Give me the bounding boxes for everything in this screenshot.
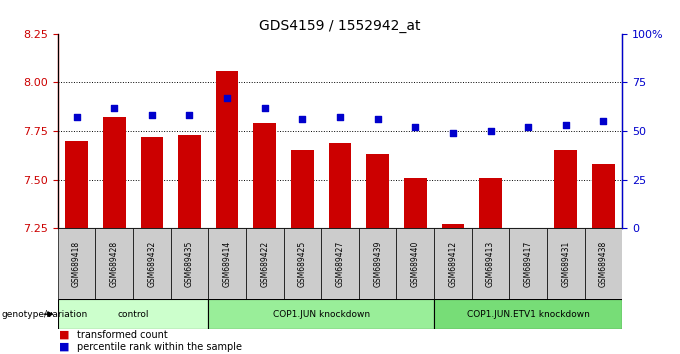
Bar: [216, 70, 239, 228]
Bar: [208, 299, 434, 329]
Bar: [441, 224, 464, 228]
Bar: [95, 228, 133, 299]
Text: GSM689431: GSM689431: [561, 241, 571, 287]
Point: [410, 124, 421, 130]
Text: ■: ■: [59, 342, 70, 352]
Text: GSM689414: GSM689414: [222, 241, 232, 287]
Text: GSM689440: GSM689440: [411, 240, 420, 287]
Bar: [404, 178, 426, 228]
Point: [523, 124, 534, 130]
Bar: [141, 137, 163, 228]
Bar: [359, 228, 396, 299]
Point: [335, 115, 345, 120]
Text: GSM689422: GSM689422: [260, 241, 269, 287]
Text: GSM689438: GSM689438: [599, 241, 608, 287]
Text: GSM689432: GSM689432: [148, 241, 156, 287]
Bar: [58, 228, 95, 299]
Text: GSM689439: GSM689439: [373, 240, 382, 287]
Bar: [284, 228, 321, 299]
Text: GSM689435: GSM689435: [185, 240, 194, 287]
Text: percentile rank within the sample: percentile rank within the sample: [77, 342, 242, 352]
Bar: [434, 299, 622, 329]
Bar: [472, 228, 509, 299]
Point: [297, 116, 308, 122]
Bar: [585, 228, 622, 299]
Text: GSM689427: GSM689427: [335, 241, 345, 287]
Point: [447, 130, 458, 136]
Point: [372, 116, 383, 122]
Bar: [171, 228, 208, 299]
Point: [146, 113, 157, 118]
Point: [71, 115, 82, 120]
Point: [560, 122, 571, 128]
Point: [184, 113, 195, 118]
Bar: [367, 154, 389, 228]
Text: GSM689418: GSM689418: [72, 241, 81, 287]
Bar: [103, 117, 126, 228]
Point: [259, 105, 270, 110]
Text: COP1.JUN.ETV1 knockdown: COP1.JUN.ETV1 knockdown: [466, 310, 590, 319]
Bar: [208, 228, 246, 299]
Bar: [321, 228, 359, 299]
Text: GSM689425: GSM689425: [298, 241, 307, 287]
Point: [109, 105, 120, 110]
Point: [485, 128, 496, 134]
Bar: [554, 150, 577, 228]
Bar: [592, 164, 615, 228]
Bar: [254, 123, 276, 228]
Bar: [509, 228, 547, 299]
Text: genotype/variation: genotype/variation: [1, 310, 88, 319]
Text: GSM689413: GSM689413: [486, 241, 495, 287]
Text: transformed count: transformed count: [77, 330, 167, 339]
Bar: [58, 299, 208, 329]
Text: COP1.JUN knockdown: COP1.JUN knockdown: [273, 310, 370, 319]
Bar: [434, 228, 472, 299]
Bar: [396, 228, 434, 299]
Bar: [479, 178, 502, 228]
Text: GSM689412: GSM689412: [448, 241, 458, 287]
Bar: [328, 143, 352, 228]
Text: GSM689417: GSM689417: [524, 241, 532, 287]
Bar: [291, 150, 313, 228]
Bar: [65, 141, 88, 228]
Bar: [547, 228, 585, 299]
Point: [598, 118, 609, 124]
Title: GDS4159 / 1552942_at: GDS4159 / 1552942_at: [259, 19, 421, 33]
Bar: [133, 228, 171, 299]
Bar: [246, 228, 284, 299]
Point: [222, 95, 233, 101]
Text: GSM689428: GSM689428: [109, 241, 119, 287]
Bar: [178, 135, 201, 228]
Text: control: control: [118, 310, 149, 319]
Text: ■: ■: [59, 330, 70, 339]
